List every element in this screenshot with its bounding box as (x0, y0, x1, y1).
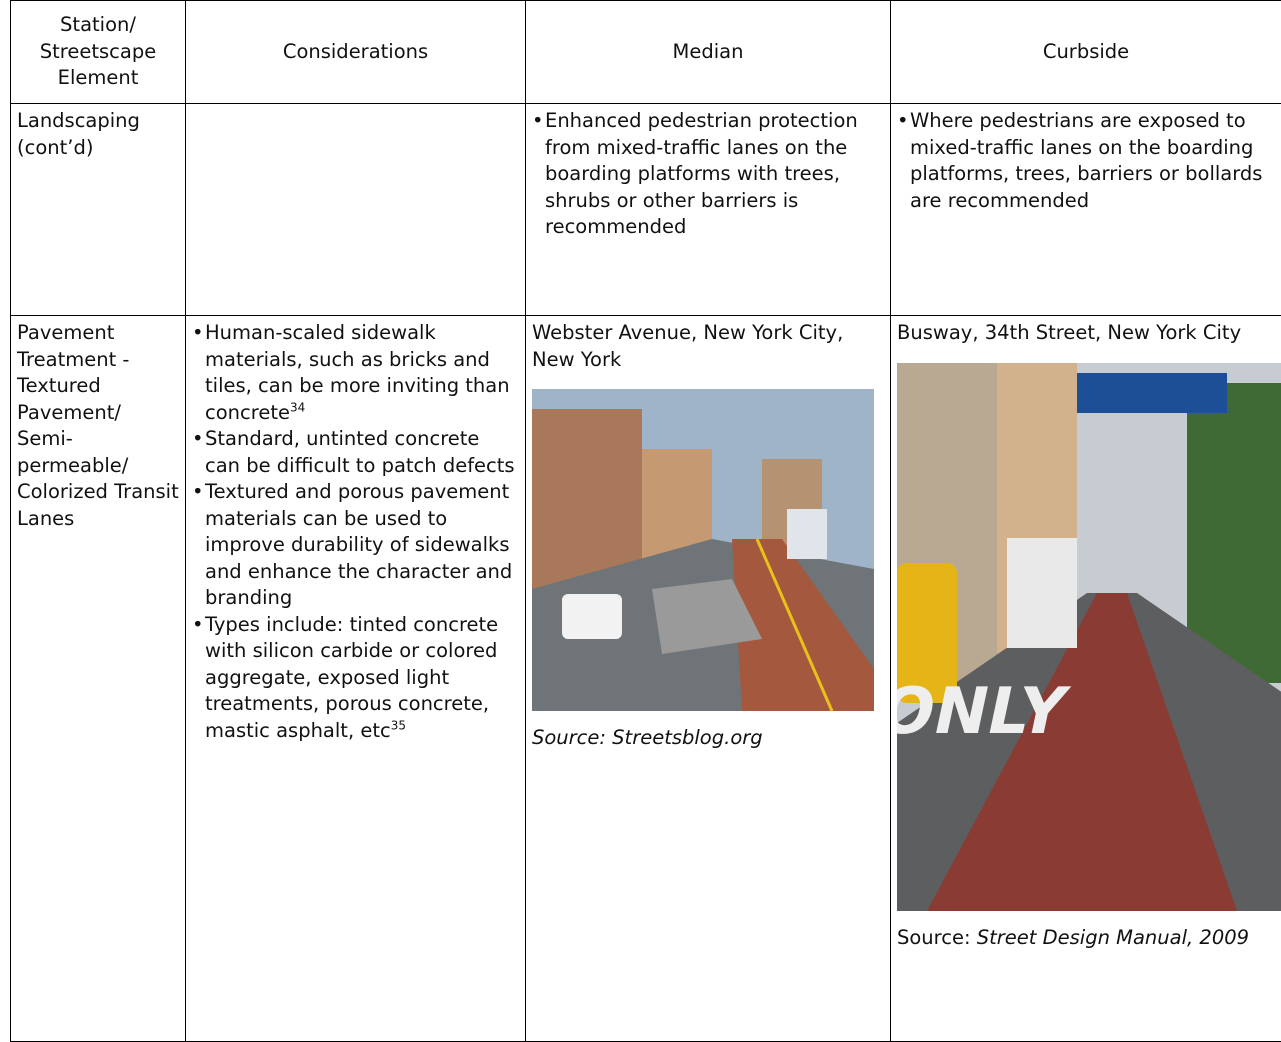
bullet: Enhanced pedestrian protection from mixe… (532, 108, 884, 241)
source: Source: Street Design Manual, 2009 (897, 925, 1281, 952)
design-table: Station/ Streetscape Element Considerati… (10, 0, 1281, 1042)
row: Pavement Treatment - Textured Pavement/ … (11, 316, 1281, 1042)
cell: Enhanced pedestrian protection from mixe… (526, 104, 891, 316)
header-cell: Curbside (891, 1, 1281, 104)
row: Landscaping (cont’d) Enhanced pedestrian… (11, 104, 1281, 316)
header-cell: Considerations (186, 1, 526, 104)
bullet: Types include: tinted concrete with sili… (192, 612, 519, 745)
element-cell: Pavement Treatment - Textured Pavement/ … (11, 316, 186, 1042)
footnote-ref: 35 (391, 718, 406, 732)
element-cell: Landscaping (cont’d) (11, 104, 186, 316)
source-prefix: Source: (897, 926, 971, 949)
photo (532, 389, 874, 711)
bullet-text: Human-scaled sidewalk materials, such as… (205, 321, 510, 424)
cell: Human-scaled sidewalk materials, such as… (186, 316, 526, 1042)
cell (186, 104, 526, 316)
header-row: Station/ Streetscape Element Considerati… (11, 1, 1281, 104)
bullet: Standard, untinted concrete can be diffi… (192, 426, 519, 479)
svg-text:ONLY: ONLY (897, 674, 1074, 748)
bullet-text: Standard, untinted concrete can be diffi… (205, 427, 515, 477)
footnote-ref: 34 (290, 400, 305, 414)
header-cell: Median (526, 1, 891, 104)
caption: Webster Avenue, New York City, New York (532, 320, 884, 373)
bullet: Textured and porous pavement materials c… (192, 479, 519, 612)
bullet-text: Types include: tinted concrete with sili… (205, 613, 498, 742)
cell: Webster Avenue, New York City, New York … (526, 316, 891, 1042)
source-title: Street Design Manual, 2009 (977, 926, 1249, 949)
caption: Busway, 34th Street, New York City (897, 320, 1281, 347)
source: Source: Streetsblog.org (532, 725, 884, 752)
bullet: Human-scaled sidewalk materials, such as… (192, 320, 519, 426)
header-cell: Station/ Streetscape Element (11, 1, 186, 104)
photo: ONLY (897, 363, 1281, 911)
cell: Where pedestrians are exposed to mixed-t… (891, 104, 1281, 316)
cell: Busway, 34th Street, New York City ONLY … (891, 316, 1281, 1042)
bullet-text: Textured and porous pavement materials c… (205, 480, 512, 609)
bullet: Where pedestrians are exposed to mixed-t… (897, 108, 1275, 214)
